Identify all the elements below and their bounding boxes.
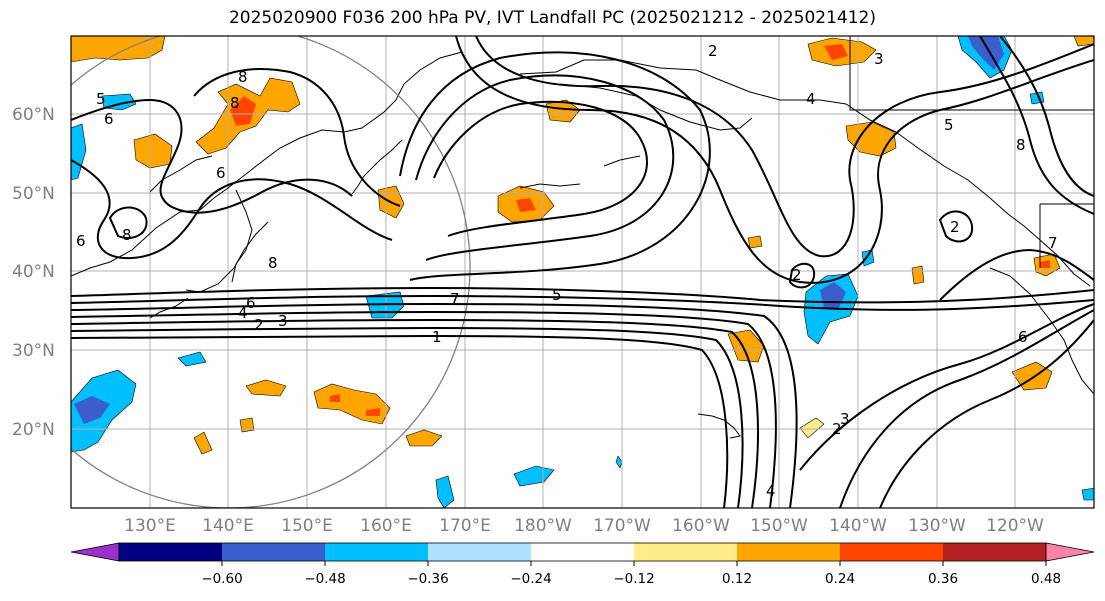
colorbar-segment (222, 543, 326, 561)
colorbar-extend-high (1045, 542, 1095, 562)
colorbar-segment (840, 543, 944, 561)
lon-label-160w: 160°W (672, 516, 730, 536)
svg-text:5: 5 (944, 116, 954, 134)
svg-text:8: 8 (230, 94, 240, 112)
lat-label-30n: 30°N (12, 341, 55, 361)
svg-text:3: 3 (874, 50, 884, 68)
lon-label-150e: 150°E (281, 516, 333, 536)
lat-label-40n: 40°N (12, 262, 55, 282)
svg-text:3: 3 (278, 312, 288, 330)
lon-label-180w: 180°W (514, 516, 572, 536)
colorbar-tick-label: −0.24 (510, 571, 551, 587)
colorbar-segment (737, 543, 841, 561)
svg-text:8: 8 (238, 68, 248, 86)
svg-text:4: 4 (238, 304, 248, 322)
lon-label-160e: 160°E (360, 516, 412, 536)
colorbar-tick-label: 0.12 (722, 571, 752, 587)
svg-text:6: 6 (1018, 328, 1028, 346)
reference-circle (71, 36, 471, 508)
lon-label-140e: 140°E (202, 516, 254, 536)
colorbar-tick-label: 0.24 (825, 571, 855, 587)
colorbar-extend-low (70, 542, 120, 562)
svg-text:7: 7 (1048, 234, 1058, 252)
lon-label-130e: 130°E (124, 516, 176, 536)
svg-text:8: 8 (268, 254, 278, 272)
ivt-contours (71, 36, 1094, 508)
colorbar-tick-label: −0.36 (407, 571, 448, 587)
colorbar-tick-label: −0.60 (201, 571, 242, 587)
svg-text:3: 3 (840, 410, 850, 428)
svg-text:2: 2 (832, 420, 842, 438)
lat-label-60n: 60°N (12, 105, 55, 125)
longitude-labels: 130°E 140°E 150°E 160°E 170°E 180°W 170°… (124, 516, 1044, 536)
colorbar-tick-label: −0.48 (304, 571, 345, 587)
lon-label-170w: 170°W (593, 516, 651, 536)
lon-label-120w: 120°W (986, 516, 1044, 536)
colorbar-segment (943, 543, 1047, 561)
svg-text:1: 1 (432, 328, 442, 346)
svg-text:7: 7 (450, 290, 460, 308)
colorbar-segment (531, 543, 635, 561)
map-title: 2025020900 F036 200 hPa PV, IVT Landfall… (228, 8, 876, 28)
lon-label-140w: 140°W (829, 516, 887, 536)
svg-text:4: 4 (766, 482, 776, 500)
svg-text:6: 6 (246, 294, 256, 312)
svg-text:5: 5 (96, 90, 106, 108)
contour-labels: 8 5 6 6 8 8 6 4 2 3 1 7 5 4 5 2 3 2 4 8 … (76, 42, 1058, 500)
svg-text:4: 4 (806, 90, 816, 108)
colorbar-ticks: −0.60 −0.48 −0.36 −0.24 −0.12 0.12 0.24 0.36 0.4… (201, 561, 1061, 587)
colorbar-segment (119, 543, 223, 561)
map-border (70, 35, 1095, 509)
lon-label-150w: 150°W (750, 516, 808, 536)
svg-text:2: 2 (708, 42, 718, 60)
map-panel: 8 5 6 6 8 8 6 4 2 3 1 7 5 4 5 2 3 2 4 8 … (71, 36, 1094, 508)
colorbar-segment (634, 543, 738, 561)
colorbar-tick-label: −0.12 (613, 571, 654, 587)
svg-text:6: 6 (76, 232, 86, 250)
colorbar (70, 542, 1095, 562)
colorbar-tick-label: 0.36 (928, 571, 958, 587)
colorbar-outline (118, 542, 1047, 562)
lat-label-20n: 20°N (12, 420, 55, 440)
svg-text:2: 2 (254, 316, 264, 334)
lon-label-170e: 170°E (439, 516, 491, 536)
colorbar-segment (325, 543, 429, 561)
colorbar-tick-label: 0.48 (1031, 571, 1061, 587)
svg-text:8: 8 (122, 226, 132, 244)
lat-label-50n: 50°N (12, 184, 55, 204)
svg-text:6: 6 (216, 164, 226, 182)
svg-text:2: 2 (792, 266, 802, 284)
lon-label-130w: 130°W (908, 516, 966, 536)
latitude-labels: 60°N 50°N 40°N 30°N 20°N (12, 105, 55, 440)
svg-text:5: 5 (552, 286, 562, 304)
svg-text:8: 8 (1016, 136, 1026, 154)
svg-text:2: 2 (950, 218, 960, 236)
svg-text:6: 6 (104, 110, 114, 128)
colorbar-segment (428, 543, 532, 561)
gridlines (71, 36, 1094, 508)
